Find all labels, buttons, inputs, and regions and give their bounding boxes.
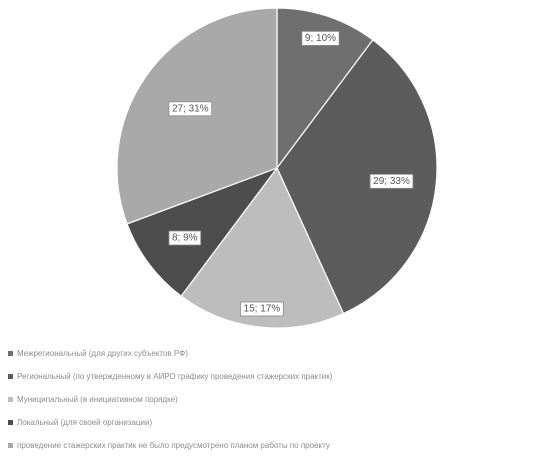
data-label-3: 15; 17% bbox=[240, 301, 284, 317]
pie-chart: 9; 10% 29; 33% 15; 17% 8; 9% 27; 31% bbox=[116, 7, 438, 329]
legend: Межрегиональный (для других субъектов РФ… bbox=[8, 344, 548, 459]
data-label-4: 8; 9% bbox=[168, 230, 202, 246]
legend-label: Межрегиональный (для других субъектов РФ… bbox=[17, 348, 188, 358]
legend-swatch bbox=[8, 442, 13, 448]
data-label-5: 27; 31% bbox=[168, 101, 213, 117]
pie-slices bbox=[116, 7, 438, 329]
legend-item-5: проведение стажерских практик не было пр… bbox=[8, 436, 548, 454]
data-label-text: 8; 9% bbox=[172, 233, 198, 244]
legend-item-4: Локальный (для своей организации) bbox=[8, 413, 548, 431]
legend-swatch bbox=[8, 350, 13, 356]
legend-item-2: Региональный (по утвержденному в АИРО гр… bbox=[8, 367, 548, 385]
legend-swatch bbox=[8, 373, 13, 379]
legend-label: проведение стажерских практик не было пр… bbox=[17, 440, 330, 450]
pie-slice-3 bbox=[180, 166, 345, 329]
data-label-text: 27; 31% bbox=[172, 103, 209, 114]
legend-label: Локальный (для своей организации) bbox=[17, 417, 153, 427]
data-label-box bbox=[240, 301, 284, 317]
legend-item-1: Межрегиональный (для других субъектов РФ… bbox=[8, 344, 548, 362]
pie-data-labels: 9; 10% 29; 33% 15; 17% 8; 9% 27; 31% bbox=[168, 30, 414, 317]
data-label-box bbox=[301, 30, 340, 46]
pie-slice-4 bbox=[126, 166, 279, 297]
data-label-box bbox=[168, 101, 213, 117]
pie-slice-1 bbox=[276, 7, 374, 170]
legend-label: Муниципальный (в инициативном порядке) bbox=[17, 394, 178, 404]
data-label-2: 29; 33% bbox=[369, 173, 414, 189]
legend-swatch bbox=[8, 396, 13, 402]
data-label-1: 9; 10% bbox=[301, 30, 340, 46]
pie-slice-2 bbox=[276, 39, 438, 315]
data-label-text: 29; 33% bbox=[373, 176, 410, 187]
legend-item-3: Муниципальный (в инициативном порядке) bbox=[8, 390, 548, 408]
legend-swatch bbox=[8, 419, 13, 425]
data-label-text: 15; 17% bbox=[244, 304, 281, 315]
data-label-box bbox=[369, 173, 414, 189]
legend-label: Региональный (по утвержденному в АИРО гр… bbox=[17, 371, 333, 381]
data-label-text: 9; 10% bbox=[305, 33, 336, 44]
data-label-box bbox=[168, 230, 202, 246]
